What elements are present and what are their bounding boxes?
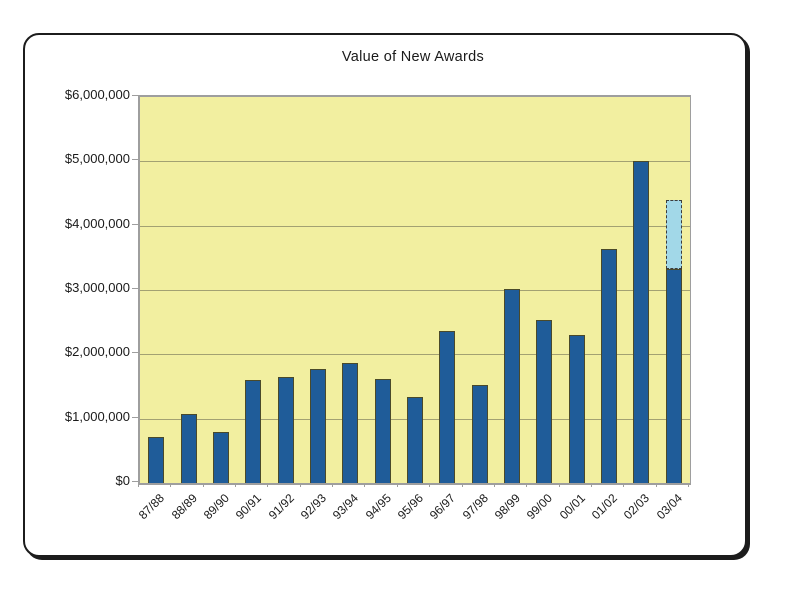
bar <box>278 377 294 483</box>
bar <box>342 363 358 483</box>
plot-area <box>138 95 691 485</box>
x-axis-tick <box>462 483 463 487</box>
x-axis-tick <box>235 483 236 487</box>
x-axis-tick <box>623 483 624 487</box>
y-axis-tick <box>132 288 138 289</box>
bar <box>375 379 391 483</box>
bar <box>310 369 326 483</box>
y-axis-label: $2,000,000 <box>64 344 130 359</box>
y-axis-tick <box>132 417 138 418</box>
x-axis-tick <box>203 483 204 487</box>
x-axis-tick <box>332 483 333 487</box>
x-axis-tick <box>364 483 365 487</box>
bar <box>245 380 261 483</box>
x-axis-tick <box>300 483 301 487</box>
x-axis-tick <box>559 483 560 487</box>
y-axis-tick <box>132 481 138 482</box>
x-axis-tick <box>656 483 657 487</box>
x-axis-tick <box>591 483 592 487</box>
bar <box>633 161 649 483</box>
bar <box>213 432 229 483</box>
bar <box>504 289 520 483</box>
y-axis-label: $4,000,000 <box>64 216 130 231</box>
y-axis-tick <box>132 352 138 353</box>
y-axis-tick <box>132 95 138 96</box>
bar <box>148 437 164 483</box>
x-axis-tick <box>170 483 171 487</box>
y-axis-label: $1,000,000 <box>64 409 130 424</box>
chart-title: Value of New Awards <box>341 49 485 65</box>
bar <box>569 335 585 483</box>
y-axis-label: $3,000,000 <box>64 280 130 295</box>
chart-frame: Value of New Awards $0 $1,000,000 $2,000,0… <box>23 33 747 557</box>
x-axis-label: 03/04 <box>580 489 685 522</box>
projection-bar <box>666 200 682 269</box>
bar <box>472 385 488 483</box>
bar <box>601 249 617 483</box>
x-axis-tick <box>688 483 689 487</box>
bar <box>407 397 423 483</box>
x-axis-tick <box>494 483 495 487</box>
bar <box>666 269 682 483</box>
gridline <box>140 290 690 291</box>
x-axis-label-text: 03/04 <box>653 491 685 523</box>
x-axis-tick <box>397 483 398 487</box>
bar <box>536 320 552 483</box>
y-axis-tick <box>132 159 138 160</box>
x-axis-tick <box>138 483 139 487</box>
y-axis-label: $6,000,000 <box>64 87 130 102</box>
x-axis-tick <box>267 483 268 487</box>
gridline <box>140 226 690 227</box>
y-axis-label: $0 <box>115 473 130 488</box>
bar <box>181 414 197 483</box>
y-axis-label: $5,000,000 <box>64 151 130 166</box>
gridline <box>140 161 690 162</box>
bar <box>439 331 455 483</box>
x-axis-tick <box>429 483 430 487</box>
y-axis-tick <box>132 224 138 225</box>
x-axis-tick <box>526 483 527 487</box>
gridline <box>140 354 690 355</box>
